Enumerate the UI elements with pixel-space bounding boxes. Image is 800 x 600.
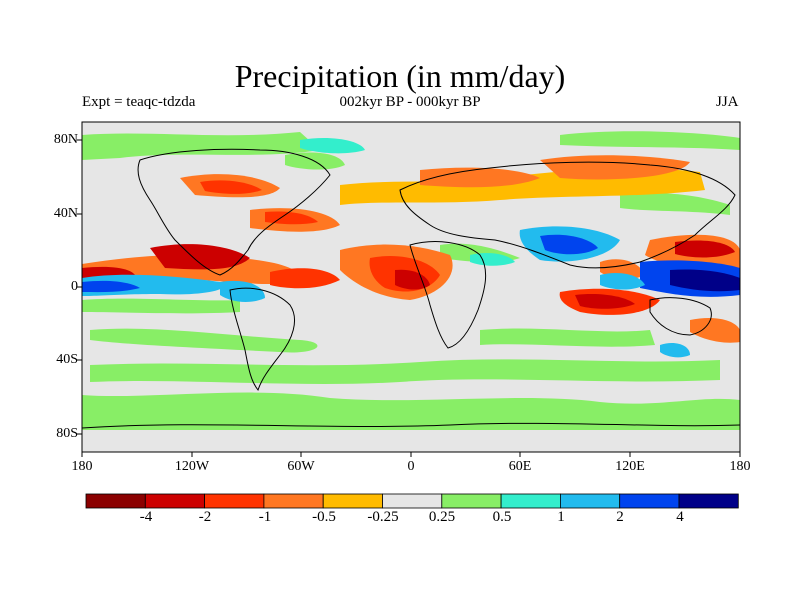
lat-tick-label: 0 (71, 279, 78, 294)
axis-ticks (77, 139, 741, 457)
colorbar-swatch (144, 493, 206, 509)
colorbar-label: -2 (198, 509, 212, 525)
map-title: Precipitation (in mm/day) (234, 58, 566, 94)
colorbar-label: 2 (616, 509, 624, 525)
lat-tick-label: 80N (53, 132, 78, 147)
colorbar-swatch (85, 493, 146, 509)
lon-tick-label: 0 (407, 459, 415, 474)
anomaly-field (82, 131, 740, 430)
colorbar-swatch (263, 493, 324, 509)
colorbar-swatch (322, 493, 383, 509)
lon-tick-label: 180 (71, 459, 93, 474)
lon-tick-label: 180 (729, 459, 751, 474)
colorbar-swatch (500, 493, 561, 509)
coastlines (82, 148, 740, 429)
colorbar-label: 1 (557, 509, 565, 525)
colorbar-label: -1 (258, 509, 272, 525)
colorbar-label: 0.5 (492, 509, 512, 525)
lon-tick-label: 60W (287, 459, 315, 474)
time-range-label: 002kyr BP - 000kyr BP (339, 94, 481, 110)
lat-tick-label: 80S (56, 426, 78, 441)
colorbar-label: -4 (139, 509, 153, 525)
colorbar-swatch (441, 493, 502, 509)
lon-tick-label: 120W (174, 459, 210, 474)
season-label: JJA (716, 94, 739, 110)
lat-tick-label: 40N (53, 206, 78, 221)
colorbar-label: 4 (676, 509, 684, 525)
lat-tick-label: 40S (56, 352, 78, 367)
colorbar-label: 0.25 (428, 509, 456, 525)
lon-tick-label: 60E (508, 459, 532, 474)
colorbar-label: -0.25 (367, 509, 399, 525)
experiment-label: Expt = teaqc-tdzda (82, 94, 196, 110)
colorbar-swatch (619, 493, 680, 509)
colorbar-swatch (204, 493, 265, 509)
lon-tick-label: 120E (615, 459, 645, 474)
colorbar-swatch (678, 493, 739, 509)
colorbar-label: -0.5 (312, 509, 336, 525)
colorbar-swatch (382, 493, 443, 509)
colorbar-swatch (560, 493, 621, 509)
